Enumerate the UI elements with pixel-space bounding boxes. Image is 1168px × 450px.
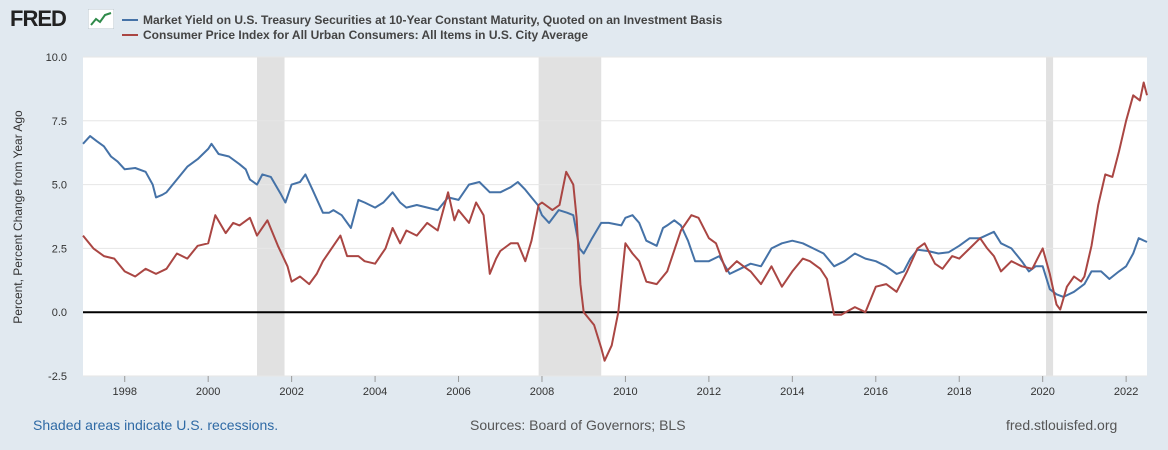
recession-bands [256, 57, 1054, 376]
recession-band [256, 57, 285, 376]
x-tick-label: 2000 [196, 386, 220, 398]
x-tick-label: 2014 [780, 386, 804, 398]
site-link[interactable]: fred.stlouisfed.org [1006, 417, 1118, 433]
x-tick-label: 2020 [1030, 386, 1054, 398]
recession-band [538, 57, 602, 376]
sources-text: Sources: Board of Governors; BLS [470, 417, 686, 433]
x-tick-label: 2012 [697, 386, 721, 398]
y-tick-label: 2.5 [52, 243, 67, 255]
y-axis-label: Percent, Percent Change from Year Ago [11, 110, 25, 324]
legend-label-cpi: Consumer Price Index for All Urban Consu… [143, 27, 588, 42]
legend-swatch-cpi [122, 33, 138, 36]
legend: Market Yield on U.S. Treasury Securities… [122, 12, 722, 42]
y-tick-label: 10.0 [46, 52, 67, 64]
fred-logo[interactable]: FRED [10, 6, 67, 31]
legend-label-treasury: Market Yield on U.S. Treasury Securities… [143, 12, 723, 27]
y-tick-label: 7.5 [52, 116, 67, 128]
series-line-treasury [82, 135, 1148, 298]
recession-band [1046, 57, 1054, 376]
y-tick-label: 0.0 [52, 307, 67, 319]
x-tick-label: 2008 [530, 386, 554, 398]
series-line-cpi [82, 81, 1148, 362]
y-tick-label: -2.5 [48, 371, 67, 383]
legend-item-treasury[interactable]: Market Yield on U.S. Treasury Securities… [122, 12, 722, 27]
x-tick-label: 2018 [947, 386, 971, 398]
x-tick-label: 2004 [363, 386, 387, 398]
x-tick-label: 2002 [279, 386, 303, 398]
x-tick-label: 2006 [446, 386, 470, 398]
y-tick-label: 5.0 [52, 180, 67, 192]
x-tick-label: 2022 [1114, 386, 1138, 398]
legend-swatch-treasury [122, 18, 138, 21]
x-axis-ticks: 1998 2000 2002 2004 2006 2008 2010 2012 2014 2016… [112, 376, 1138, 398]
y-axis-ticks: 10.0 7.5 5.0 2.5 0.0 -2.5 [46, 52, 67, 383]
x-tick-label: 2016 [864, 386, 888, 398]
recession-note: Shaded areas indicate U.S. recessions. [33, 417, 279, 433]
x-tick-label: 2010 [613, 386, 637, 398]
x-tick-label: 1998 [112, 386, 136, 398]
legend-item-cpi[interactable]: Consumer Price Index for All Urban Consu… [122, 27, 722, 42]
line-chart-icon [88, 9, 114, 29]
series-lines [82, 81, 1148, 362]
